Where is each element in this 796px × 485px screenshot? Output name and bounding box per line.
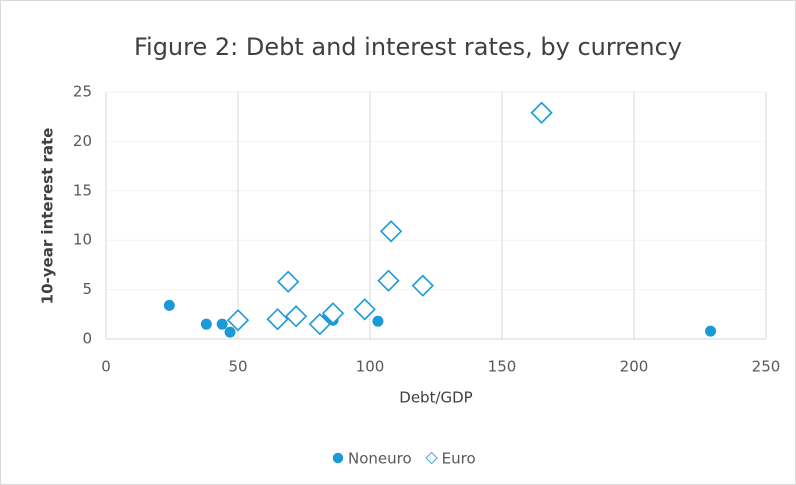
x-tick-label: 50 [228, 358, 247, 376]
legend-marker [332, 452, 344, 464]
point [377, 269, 400, 292]
point [411, 274, 434, 297]
y-axis-label: 10-year interest rate [39, 128, 57, 305]
x-tick-label: 200 [620, 358, 649, 376]
y-tick-label: 10 [73, 231, 92, 249]
point [530, 101, 553, 124]
legend-marker [425, 451, 438, 465]
point [284, 305, 308, 328]
y-tick-label: 5 [82, 280, 92, 298]
chart-title: Figure 2: Debt and interest rates, by cu… [134, 33, 682, 61]
y-tick-label: 25 [73, 83, 92, 101]
point [216, 318, 228, 330]
legend-label: Noneuro [348, 450, 412, 468]
y-tick-label: 0 [82, 330, 92, 348]
point [321, 302, 345, 325]
point [705, 325, 717, 337]
point [277, 270, 300, 293]
point [226, 309, 250, 332]
y-tick-label: 15 [73, 181, 92, 199]
y-tick-label: 20 [73, 132, 92, 150]
legend-label: Euro [442, 450, 476, 468]
point [353, 298, 376, 321]
point [163, 299, 175, 311]
x-axis-label: Debt/GDP [399, 389, 472, 407]
point [308, 313, 331, 336]
point [372, 315, 384, 327]
x-tick-label: 150 [488, 358, 517, 376]
x-tick-label: 250 [752, 358, 781, 376]
point [200, 318, 212, 330]
point [224, 326, 236, 338]
point [379, 220, 403, 243]
x-tick-label: 0 [101, 358, 111, 376]
x-tick-label: 100 [356, 358, 385, 376]
point [266, 308, 289, 331]
